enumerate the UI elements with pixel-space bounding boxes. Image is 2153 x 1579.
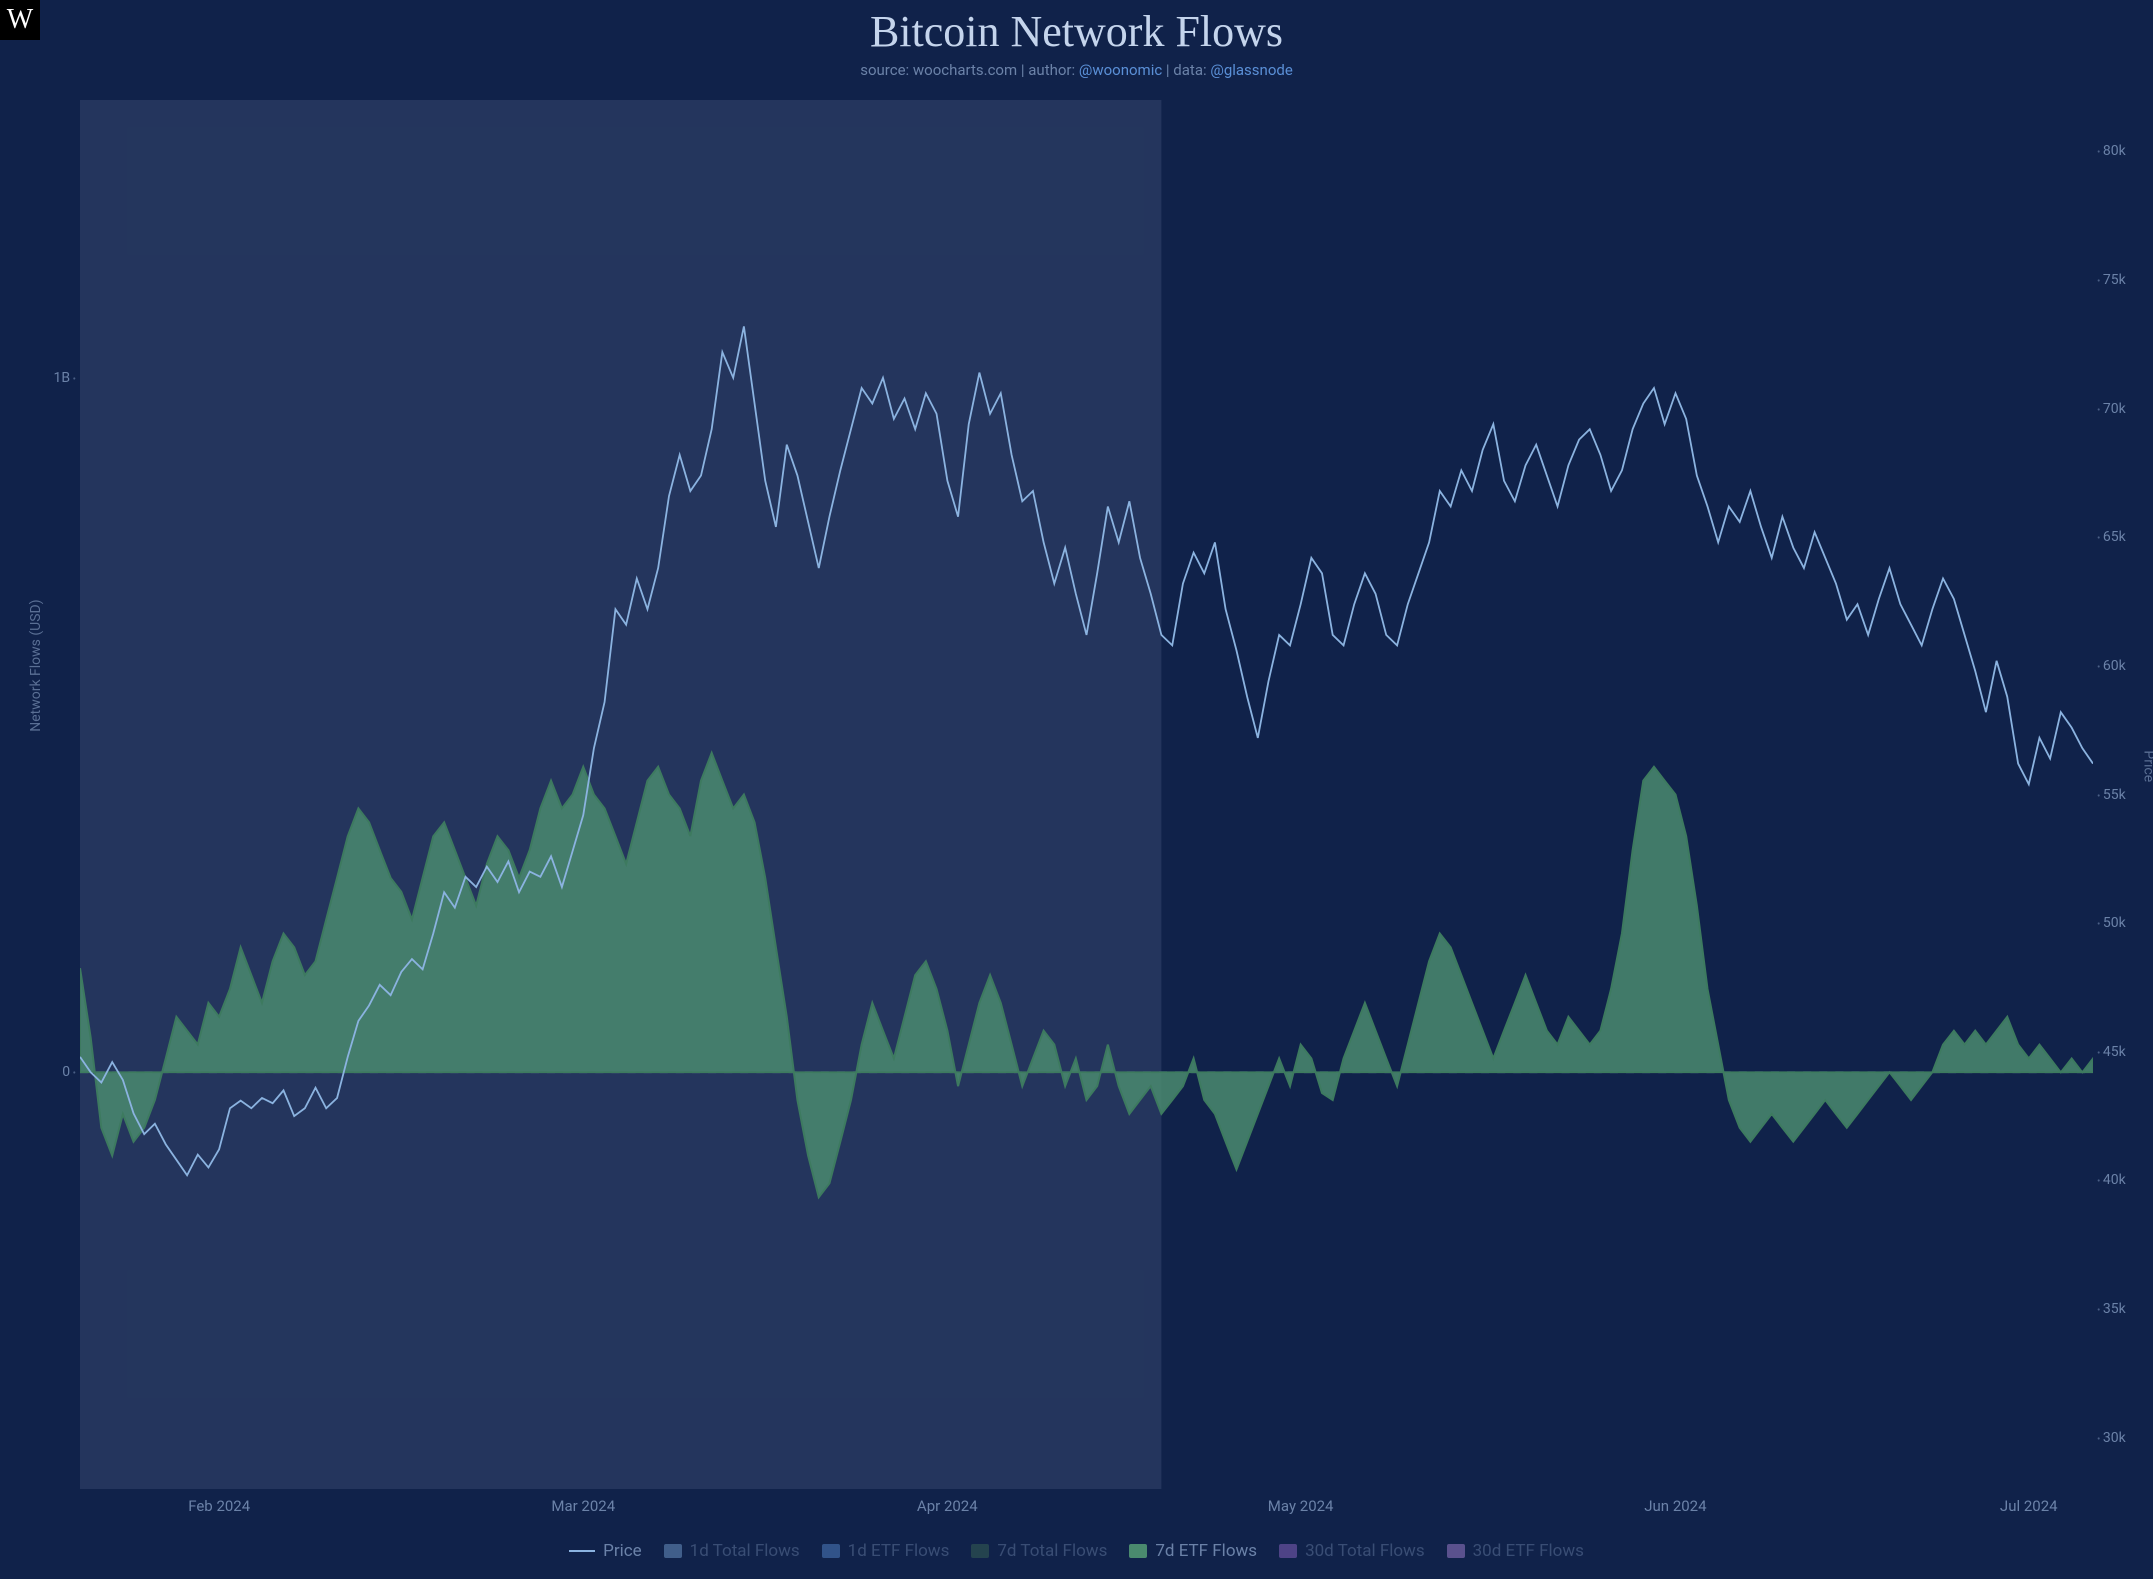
- y-right-tick-label: 40k: [2097, 1172, 2153, 1188]
- legend-label: 30d Total Flows: [1305, 1541, 1425, 1561]
- y-right-tick-label: 80k: [2097, 143, 2153, 159]
- chart-container: W Bitcoin Network Flows source: woochart…: [0, 0, 2153, 1579]
- legend-item[interactable]: Price: [569, 1541, 642, 1561]
- y-left-tick-label: 1B: [0, 370, 76, 386]
- chart-plot-area[interactable]: [80, 100, 2093, 1489]
- legend-block-swatch: [1447, 1544, 1465, 1558]
- source-value: woocharts.com: [913, 61, 1017, 79]
- legend-block-swatch: [1279, 1544, 1297, 1558]
- x-tick-label: May 2024: [1268, 1497, 1334, 1515]
- legend-item[interactable]: 1d Total Flows: [664, 1541, 800, 1561]
- legend-block-swatch: [822, 1544, 840, 1558]
- y-right-tick-label: 50k: [2097, 915, 2153, 931]
- legend-label: 7d Total Flows: [997, 1541, 1107, 1561]
- chart-title: Bitcoin Network Flows: [0, 0, 2153, 57]
- x-tick-label: Apr 2024: [917, 1497, 978, 1515]
- source-label: source:: [860, 61, 913, 79]
- legend-item[interactable]: 30d ETF Flows: [1447, 1541, 1584, 1561]
- legend-item[interactable]: 7d Total Flows: [971, 1541, 1107, 1561]
- data-label: | data:: [1162, 61, 1210, 79]
- y-right-tick-label: 45k: [2097, 1044, 2153, 1060]
- author-link[interactable]: @woonomic: [1079, 61, 1162, 79]
- legend-block-swatch: [1129, 1544, 1147, 1558]
- data-link[interactable]: @glassnode: [1210, 61, 1292, 79]
- y-right-tick-label: 60k: [2097, 658, 2153, 674]
- legend-label: 1d ETF Flows: [848, 1541, 950, 1561]
- x-tick-label: Jun 2024: [1644, 1497, 1706, 1515]
- author-label: | author:: [1017, 61, 1079, 79]
- y-right-tick-label: 55k: [2097, 787, 2153, 803]
- selection-overlay: [80, 100, 1161, 1489]
- legend-item[interactable]: 1d ETF Flows: [822, 1541, 950, 1561]
- brand-logo: W: [0, 0, 40, 40]
- legend-label: Price: [603, 1541, 642, 1561]
- legend-label: 1d Total Flows: [690, 1541, 800, 1561]
- legend-line-swatch: [569, 1550, 595, 1552]
- y-right-tick-label: 35k: [2097, 1301, 2153, 1317]
- x-tick-label: Mar 2024: [551, 1497, 615, 1515]
- y-left-tick-label: 0: [0, 1064, 76, 1080]
- chart-legend: Price 1d Total Flows 1d ETF Flows 7d Total …: [0, 1541, 2153, 1561]
- chart-subtitle: source: woocharts.com | author: @woonomi…: [0, 61, 2153, 79]
- legend-item[interactable]: 30d Total Flows: [1279, 1541, 1425, 1561]
- y-right-tick-label: 30k: [2097, 1430, 2153, 1446]
- x-tick-label: Jul 2024: [2000, 1497, 2058, 1515]
- legend-block-swatch: [664, 1544, 682, 1558]
- y-right-tick-label: 70k: [2097, 401, 2153, 417]
- legend-label: 7d ETF Flows: [1155, 1541, 1257, 1561]
- x-tick-label: Feb 2024: [188, 1497, 250, 1515]
- legend-label: 30d ETF Flows: [1473, 1541, 1584, 1561]
- x-axis-labels: Feb 2024 Mar 2024 Apr 2024 May 2024 Jun 2024…: [80, 1497, 2093, 1517]
- legend-block-swatch: [971, 1544, 989, 1558]
- y-right-tick-label: 75k: [2097, 272, 2153, 288]
- y-right-ticks: 30k 35k 40k 45k 50k 55k 60k 65k 70k 75k 80k: [2097, 100, 2153, 1489]
- y-left-ticks: 0 1B: [0, 100, 76, 1489]
- chart-svg: [80, 100, 2093, 1489]
- legend-item[interactable]: 7d ETF Flows: [1129, 1541, 1257, 1561]
- y-right-tick-label: 65k: [2097, 529, 2153, 545]
